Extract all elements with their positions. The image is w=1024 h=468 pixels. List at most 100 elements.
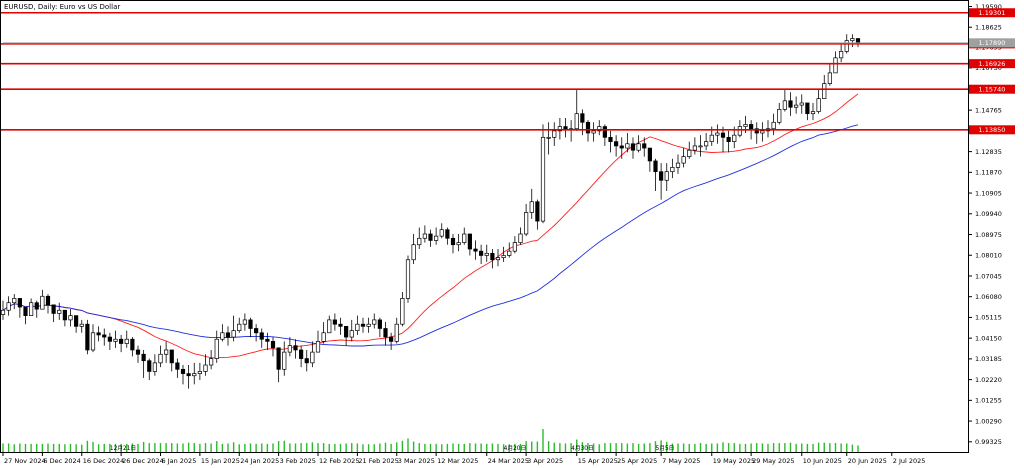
candle-body bbox=[366, 323, 371, 327]
candle-body bbox=[782, 100, 787, 110]
candle-body bbox=[265, 338, 270, 342]
candle-body bbox=[535, 201, 540, 222]
candle-body bbox=[422, 233, 427, 239]
candle-body bbox=[585, 121, 591, 134]
candle-body bbox=[670, 167, 675, 173]
candle-body bbox=[299, 349, 304, 359]
candle-body bbox=[794, 104, 799, 108]
candle-body bbox=[79, 323, 84, 327]
time-tick-label: 29 May 2025 bbox=[752, 457, 794, 465]
candle-body bbox=[254, 328, 259, 334]
candle-body bbox=[771, 121, 776, 130]
candle-body bbox=[377, 319, 382, 329]
volume-annotation: 4月20日 bbox=[504, 445, 527, 452]
candle-body bbox=[186, 373, 191, 377]
candle-body bbox=[788, 100, 793, 108]
candle-body bbox=[608, 136, 613, 142]
level-tag bbox=[969, 8, 1015, 18]
candle-body bbox=[625, 143, 630, 149]
candle-body bbox=[591, 130, 596, 134]
time-tick-label: 25 Apr 2025 bbox=[617, 457, 657, 465]
candle-body bbox=[540, 136, 546, 222]
time-tick-label: 16 Dec 2024 bbox=[83, 457, 125, 465]
candle-body bbox=[130, 338, 135, 351]
candle-body bbox=[681, 156, 686, 164]
price-tick-label: 1.07045 bbox=[975, 272, 1002, 280]
time-tick-label: 24 Mar 2025 bbox=[488, 457, 529, 465]
candle-body bbox=[360, 323, 366, 327]
candle-body bbox=[810, 111, 816, 115]
candle-body bbox=[349, 330, 354, 338]
candle-body bbox=[310, 351, 315, 364]
candle-body bbox=[647, 147, 652, 162]
level-tag bbox=[969, 84, 1015, 94]
candle-body bbox=[467, 233, 472, 250]
candle-body bbox=[282, 351, 287, 370]
candle-body bbox=[276, 347, 281, 370]
candle-body bbox=[777, 109, 782, 123]
moving-averages bbox=[2, 93, 859, 359]
candle-body bbox=[630, 143, 636, 151]
candle-body bbox=[664, 171, 669, 181]
candle-body bbox=[518, 233, 523, 243]
time-tick-label: 2 Jul 2025 bbox=[893, 457, 926, 465]
price-tick-label: 1.08010 bbox=[975, 252, 1002, 260]
candle-body bbox=[749, 124, 754, 130]
candle-body bbox=[743, 124, 748, 127]
candle-body bbox=[158, 353, 163, 364]
price-tick-label: 1.14765 bbox=[975, 106, 1002, 114]
current-price-tag bbox=[969, 38, 1015, 48]
level-label: 1.19301 bbox=[979, 9, 1006, 17]
candle-body bbox=[417, 237, 422, 246]
time-tick-label: 27 Nov 2024 bbox=[4, 457, 46, 465]
candle-body bbox=[242, 319, 247, 325]
candle-body bbox=[332, 319, 337, 325]
candle-body bbox=[614, 141, 619, 147]
price-tick-label: 1.04150 bbox=[975, 334, 1002, 342]
price-tick-label: 1.02220 bbox=[975, 376, 1002, 384]
candle-body bbox=[355, 323, 360, 331]
candle-body bbox=[102, 334, 107, 338]
candle-body bbox=[259, 332, 264, 340]
candle-body bbox=[450, 237, 456, 246]
candle-body bbox=[715, 132, 720, 136]
candle-body bbox=[827, 72, 832, 84]
candle-body bbox=[389, 336, 394, 342]
current-price-label: 1.17890 bbox=[979, 39, 1006, 47]
candle-body bbox=[175, 362, 180, 370]
candle-body bbox=[372, 319, 377, 325]
candle-body bbox=[315, 341, 321, 353]
candle-body bbox=[687, 149, 692, 158]
candle-body bbox=[456, 242, 461, 246]
candle-body bbox=[484, 252, 489, 256]
volume-pane: 12月21日 4月20日 4月30日 5月5日 bbox=[2, 429, 859, 452]
volume-annotation: 5月5日 bbox=[656, 445, 675, 452]
time-tick-label: 3 Feb 2025 bbox=[280, 457, 316, 465]
candle-body bbox=[29, 302, 34, 316]
candle-body bbox=[698, 145, 703, 148]
candle-body bbox=[563, 126, 568, 130]
candle-body bbox=[839, 51, 844, 59]
current-price: 1.17890 bbox=[3, 38, 1015, 48]
candle-body bbox=[479, 250, 484, 256]
price-tick-label: 0.99325 bbox=[975, 438, 1002, 446]
candle-body bbox=[805, 102, 810, 115]
price-tick-label: 1.18625 bbox=[975, 24, 1002, 32]
candle-body bbox=[405, 259, 411, 299]
candle-body bbox=[642, 143, 647, 149]
price-tick-label: 1.05115 bbox=[975, 314, 1002, 322]
candle-body bbox=[574, 113, 579, 130]
price-tick-label: 1.00290 bbox=[975, 417, 1002, 425]
candle-body bbox=[231, 330, 236, 338]
time-tick-label: 12 Mar 2025 bbox=[437, 457, 478, 465]
candle-body bbox=[57, 309, 62, 314]
candle-body bbox=[6, 302, 11, 311]
candle-body bbox=[180, 368, 186, 374]
candle-body bbox=[692, 145, 697, 151]
candle-body bbox=[12, 298, 17, 304]
candle-body bbox=[512, 242, 517, 252]
candle-body bbox=[732, 134, 737, 142]
